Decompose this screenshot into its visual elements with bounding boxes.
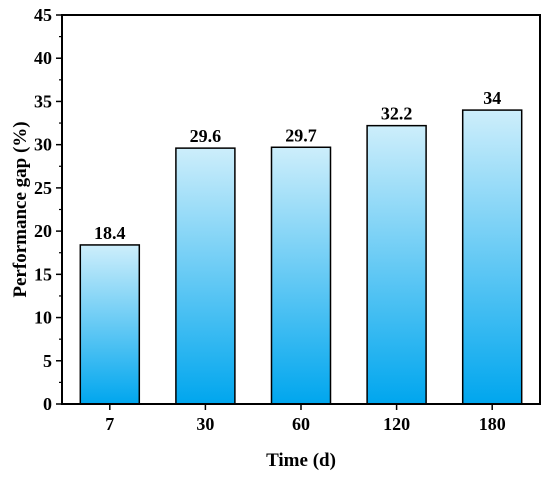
data-labels-layer: 18.4 29.6 29.7 32.2 34 [94,88,501,243]
ticks-layer: 7 30 60 120 180 0 5 10 15 20 25 30 35 40 45 [34,5,506,434]
y-tick-label-35: 35 [34,91,52,111]
x-tick-label-120: 120 [383,414,410,434]
y-tick-label-45: 45 [34,5,52,25]
bar-30 [175,147,236,405]
x-tick-label-30: 30 [196,414,214,434]
y-tick-label-40: 40 [34,48,52,68]
bars-layer [79,109,523,405]
data-label-120: 32.2 [381,104,413,124]
y-tick-label-30: 30 [34,135,52,155]
x-axis-title: Time (d) [266,450,336,471]
bar-180 [461,109,523,405]
y-tick-label-0: 0 [43,394,52,414]
y-tick-label-10: 10 [34,308,52,328]
bar-7 [79,244,141,405]
y-tick-label-15: 15 [34,264,52,284]
y-tick-label-25: 25 [34,178,52,198]
bar-120 [366,124,427,405]
x-tick-label-7: 7 [105,414,114,434]
data-label-180: 34 [483,88,501,108]
data-label-30: 29.6 [190,126,222,146]
data-label-60: 29.7 [285,125,317,145]
bar-60 [270,146,332,405]
y-tick-label-20: 20 [34,221,52,241]
y-tick-label-5: 5 [43,351,52,371]
y-axis-title: Performance gap (%) [10,121,31,297]
x-tick-label-180: 180 [479,414,506,434]
data-label-7: 18.4 [94,223,126,243]
x-tick-label-60: 60 [292,414,310,434]
